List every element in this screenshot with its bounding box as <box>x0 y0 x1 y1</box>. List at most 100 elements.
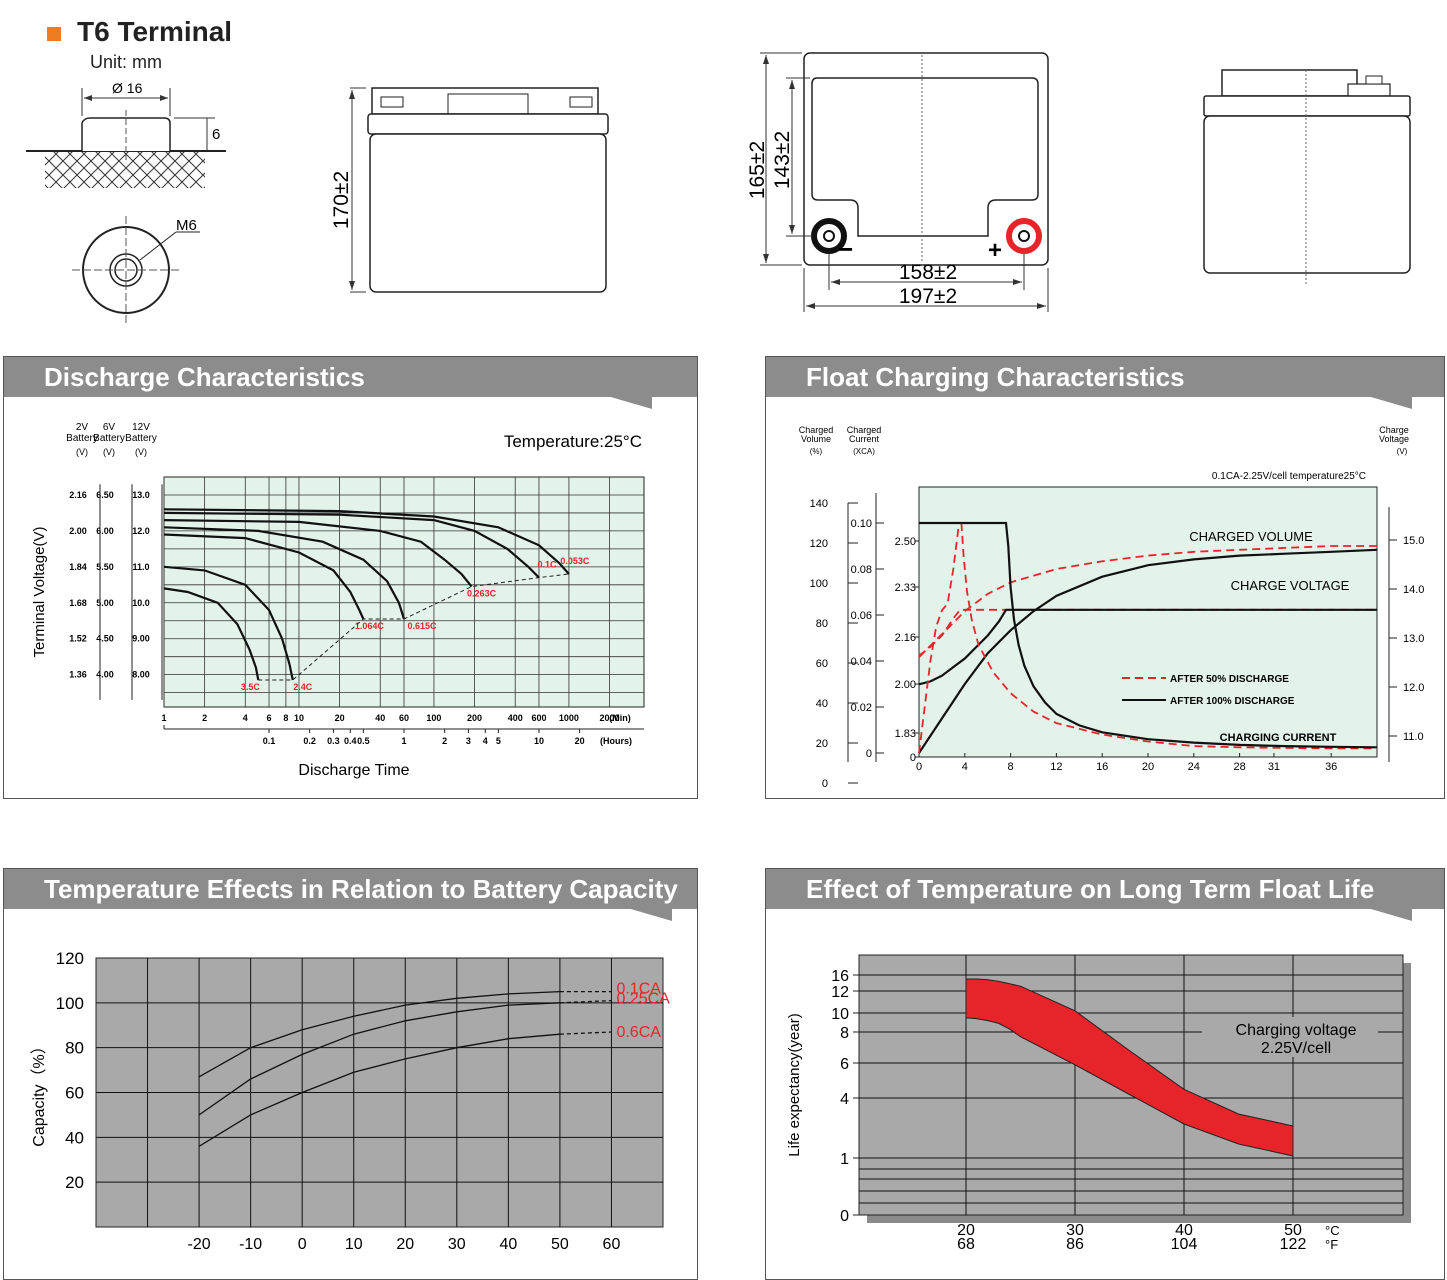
y-tick: 12 <box>831 984 849 1001</box>
x-tick: 60 <box>603 1236 621 1253</box>
series-line <box>198 1033 560 1147</box>
x-tick: 50 <box>551 1236 569 1253</box>
tick-current: 0.08 <box>851 564 872 576</box>
float-life-panel: Effect of Temperature on Long Term Float… <box>765 868 1445 1280</box>
x-tick-hours: 3 <box>466 736 471 746</box>
terminal-side-view: Ø 16 6 <box>26 80 226 188</box>
y-tick: 1.68 <box>69 598 87 608</box>
x-tick: 0 <box>298 1236 307 1253</box>
y-column-header: 12V <box>132 422 150 433</box>
x-tick: 8 <box>1008 761 1014 773</box>
x-tick: 20 <box>1142 761 1154 773</box>
height-total-label: 170±2 <box>330 171 353 229</box>
x-tick-hours: 10 <box>534 736 544 746</box>
x-tick: 12 <box>1050 761 1062 773</box>
series-line <box>163 511 540 579</box>
width-total-label: 197±2 <box>899 285 957 308</box>
y-tick: 60 <box>65 1084 84 1103</box>
y-tick: 6.00 <box>96 526 114 536</box>
series-label: 1.064C <box>355 621 385 631</box>
axis-unit-current: (XCA) <box>853 447 875 456</box>
x-tick-min: 10 <box>294 713 304 723</box>
legend-label: AFTER 100% DISCHARGE <box>1170 696 1295 707</box>
plot-area <box>918 486 1378 758</box>
x-tick: 24 <box>1188 761 1200 773</box>
y-axis-title: Life expectancy(year) <box>786 1013 803 1156</box>
tick-volume: 40 <box>816 698 828 710</box>
y-tick: 8.00 <box>132 670 150 680</box>
series-line <box>163 519 473 588</box>
x-tick-min: 200 <box>467 713 482 723</box>
float-life-panel-title: Effect of Temperature on Long Term Float… <box>766 869 1444 909</box>
tick-voltage: 11.0 <box>1403 731 1424 743</box>
tick-current: 0.04 <box>851 656 872 668</box>
y-column-header: Battery <box>93 433 125 444</box>
x-tick-min: 2 <box>202 713 207 723</box>
label-charged-volume: CHARGED VOLUME <box>1189 529 1313 544</box>
series-label: 3.5C <box>241 682 261 692</box>
float-chart: ChargedVolume(%)ChargedCurrent(XCA)Charg… <box>799 425 1425 790</box>
x-tick-hours: 0.2 <box>303 736 316 746</box>
axis-unit-voltage: (V) <box>1397 447 1408 456</box>
axis-header-voltage: Charge <box>1379 425 1409 435</box>
battery-front-view: 170±2 <box>330 87 609 293</box>
battery-side-view <box>1203 69 1411 285</box>
tick-volume: 120 <box>810 538 828 550</box>
x-tick-c: 30 <box>1066 1222 1084 1239</box>
thread-label: M6 <box>176 217 197 234</box>
y-tick: 4.50 <box>96 634 114 644</box>
x-tick-c: 40 <box>1175 1222 1193 1239</box>
y-tick: 10 <box>831 1006 849 1023</box>
series-line <box>918 522 962 754</box>
tick-cell: 2.00 <box>895 679 916 691</box>
x-tick-hours: 0.1 <box>263 736 276 746</box>
series-line <box>163 508 570 575</box>
series-line <box>198 990 560 1078</box>
series-line <box>163 565 294 681</box>
series-label: 0.1CA <box>616 981 661 998</box>
legend-label: AFTER 50% DISCHARGE <box>1170 674 1289 685</box>
series-line <box>918 608 1377 686</box>
cutoff-line <box>258 573 569 681</box>
x-tick-hours: 5 <box>496 736 501 746</box>
tick-cell: 0 <box>910 752 916 764</box>
tick-volume: 80 <box>816 618 828 630</box>
discharge-panel-title: Discharge Characteristics <box>4 357 697 397</box>
height-inner-label: 143±2 <box>771 131 794 189</box>
x-tick-min: 60 <box>399 713 409 723</box>
x-unit-min: (Min) <box>609 713 631 723</box>
y-column-unit: (V) <box>76 447 88 457</box>
annotation-line: 2.25V/cell <box>1261 1040 1331 1057</box>
tick-voltage: 12.0 <box>1403 682 1424 694</box>
x-tick: 36 <box>1325 761 1337 773</box>
x-tick: 30 <box>448 1236 466 1253</box>
temp-capacity-chart: 120 100 80 60 40 20 -20 -10 0 10 20 30 40 50 60 Capacit… <box>30 949 670 1253</box>
series-line <box>918 548 1378 754</box>
tick-volume: 100 <box>810 578 828 590</box>
x-tick-min: 6 <box>267 713 272 723</box>
x-tick-min: 600 <box>531 713 546 723</box>
x-tick-min: 8 <box>283 713 288 723</box>
terminal-height-label: 6 <box>212 126 220 143</box>
tick-volume: 20 <box>816 738 828 750</box>
series-extension <box>559 1031 612 1035</box>
y-tick: 1.84 <box>69 562 87 572</box>
x-tick: -20 <box>188 1236 211 1253</box>
x-tick-c: 20 <box>957 1222 975 1239</box>
terminal-top-view: M6 <box>72 216 200 324</box>
x-tick: 20 <box>396 1236 414 1253</box>
x-axis-title: Discharge Time <box>298 762 409 779</box>
y-tick: 2.16 <box>69 490 87 500</box>
annotation-bg <box>1202 1017 1378 1057</box>
series-line <box>960 522 1377 750</box>
y-axis-title: Capacity（%） <box>30 1038 48 1146</box>
series-label: 0.263C <box>467 589 497 599</box>
x-tick-f: 122 <box>1280 1236 1307 1253</box>
y-tick: 80 <box>65 1039 84 1058</box>
y-tick: 6.50 <box>96 490 114 500</box>
y-tick: 9.00 <box>132 634 150 644</box>
x-tick-c: 50 <box>1284 1222 1302 1239</box>
x-unit-f: °F <box>1325 1237 1338 1252</box>
y-tick: 8 <box>840 1025 849 1042</box>
float-panel-title: Float Charging Characteristics <box>766 357 1444 397</box>
